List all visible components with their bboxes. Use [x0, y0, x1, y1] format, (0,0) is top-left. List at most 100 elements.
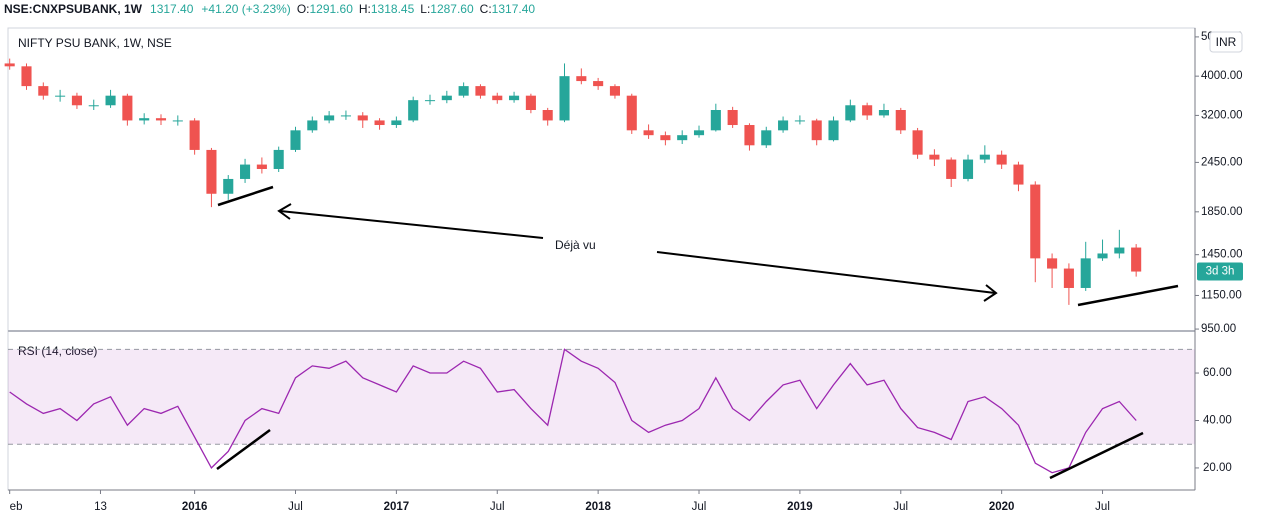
x-tick-label: 2017	[384, 501, 410, 513]
candle-body	[609, 86, 620, 96]
candle-body	[962, 159, 974, 179]
candle-body	[744, 125, 755, 146]
trend-line	[217, 185, 274, 207]
candle-body	[357, 115, 368, 121]
candle-body	[1047, 258, 1058, 269]
ohlc-value: 1287.60	[430, 2, 474, 16]
candle-body	[307, 120, 318, 131]
candle-body	[727, 110, 738, 126]
candle-body	[862, 105, 873, 116]
candle-body	[475, 86, 486, 96]
rsi-band	[8, 349, 1195, 445]
candle-body	[139, 118, 150, 121]
candle-body	[946, 159, 957, 179]
candle-body	[155, 118, 167, 121]
candle-body	[324, 115, 335, 121]
y-tick-label: 1150.00	[1201, 289, 1242, 301]
trend-line	[1049, 431, 1144, 480]
y-tick-label: 3200.00	[1201, 109, 1243, 121]
candle-body	[374, 120, 385, 126]
price-tag	[1197, 262, 1243, 281]
currency-button[interactable]	[1209, 31, 1243, 53]
annotation: Déjà vu	[555, 238, 596, 252]
pane-title: NIFTY PSU BANK, 1W, NSE	[18, 36, 172, 50]
x-tick-label: eb	[10, 501, 23, 513]
trend-line	[1077, 284, 1179, 307]
ohlc-label: O:	[297, 2, 310, 16]
arrow-line	[656, 251, 996, 294]
candle-body	[206, 149, 217, 194]
candle-body	[996, 154, 1007, 165]
header: NSE:CNXPSUBANK, 1W 1317.40 +41.20 (+3.23%)…	[4, 2, 535, 16]
ohlc-value: 1291.60	[309, 2, 353, 16]
candle-body	[693, 130, 705, 136]
currency-label[interactable]: INR	[1216, 35, 1237, 49]
candle-body	[929, 154, 940, 160]
x-tick-label: 13	[94, 501, 107, 513]
candle-body	[593, 81, 604, 87]
candle-body	[492, 95, 503, 101]
candle-body	[391, 120, 402, 126]
candle-body	[21, 66, 32, 87]
candle-body	[71, 95, 82, 106]
candle-body	[828, 120, 839, 141]
x-tick-label: 2020	[989, 501, 1015, 513]
candle-body	[878, 110, 890, 116]
x-tick-label: Jul	[893, 501, 908, 513]
candle-body	[509, 95, 520, 101]
candle-body	[559, 76, 570, 121]
candle-body	[340, 115, 351, 117]
x-tick-label: Jul	[692, 501, 707, 513]
x-tick-label: Jul	[1095, 501, 1110, 513]
candle-body	[710, 110, 721, 131]
rsi-tick-label: 20.00	[1203, 462, 1232, 474]
x-tick-label: Jul	[490, 501, 505, 513]
candle-body	[273, 149, 284, 169]
candle-body	[38, 86, 49, 96]
candle-body	[677, 135, 688, 141]
arrow-head	[277, 203, 292, 220]
y-tick-label: 2450.00	[1201, 156, 1243, 168]
candle-body	[1063, 268, 1074, 288]
candle-body	[223, 178, 234, 194]
last-price: 1317.40	[150, 2, 194, 16]
candle-body	[88, 105, 99, 107]
marks: 950.00 1150.00 1450.00 1850.00 2450.00 3200.0…	[4, 31, 1243, 513]
ohlc-value: 1317.40	[492, 2, 536, 16]
candle-body	[576, 76, 587, 82]
candle-body	[1013, 164, 1024, 185]
arrow-head	[983, 284, 998, 302]
candle-body	[105, 95, 116, 106]
trend-line	[216, 428, 271, 471]
ohlc-label: L:	[420, 2, 430, 16]
y-tick-label: 1850.00	[1201, 206, 1243, 218]
candle-body	[1114, 247, 1125, 254]
countdown: 3d 3h	[1206, 266, 1235, 278]
candle-body	[441, 95, 452, 101]
candle-body	[290, 130, 301, 150]
candle-body	[55, 95, 66, 97]
candle-body	[761, 130, 772, 146]
x-tick-label: 2018	[585, 501, 611, 513]
candle-body	[1080, 258, 1091, 288]
candle-body	[895, 110, 906, 131]
change: +41.20 (+3.23%)	[201, 2, 290, 16]
symbol: NSE:CNXPSUBANK, 1W	[4, 2, 143, 16]
candle-body	[794, 120, 805, 122]
candle-body	[626, 95, 637, 131]
x-tick-label: 2016	[182, 501, 208, 513]
rsi-line	[9, 348, 1137, 474]
candle-body	[424, 100, 436, 102]
ohlc-label: H:	[359, 2, 371, 16]
candle-body	[778, 120, 789, 131]
candle-body	[1131, 247, 1142, 272]
rsi-tick-label: 40.00	[1203, 415, 1232, 427]
candle-body	[172, 120, 183, 122]
candle-body	[1097, 253, 1108, 259]
candle-body	[525, 95, 536, 111]
rsi-tick-label: 60.00	[1203, 367, 1232, 379]
candle-body	[912, 130, 923, 155]
candle-body	[811, 120, 822, 141]
